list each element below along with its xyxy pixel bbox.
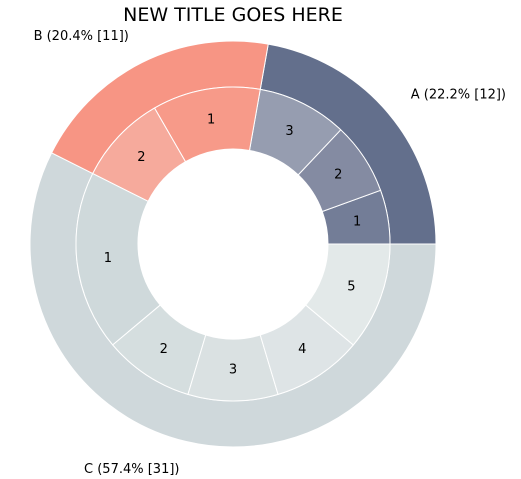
chart-title: NEW TITLE GOES HERE (123, 4, 343, 26)
inner-label-a2: 2 (334, 167, 342, 182)
outer-label-a: A (22.2% [12]) (411, 87, 506, 102)
inner-label-a3: 3 (285, 124, 293, 139)
inner-wedge-c5 (305, 243, 391, 346)
inner-label-b1: 1 (207, 112, 215, 127)
inner-label-c4: 4 (298, 342, 306, 357)
inner-ring (75, 86, 391, 402)
outer-ring (29, 40, 437, 448)
outer-label-b: B (20.4% [11]) (34, 29, 129, 44)
inner-label-c3: 3 (229, 363, 237, 378)
inner-label-a1: 1 (353, 215, 361, 230)
inner-label-c2: 2 (160, 342, 168, 357)
outer-label-c: C (57.4% [31]) (84, 462, 179, 477)
inner-label-c1: 1 (104, 251, 112, 266)
outer-labels: A (22.2% [12]) B (20.4% [11]) C (57.4% [31… (34, 29, 506, 477)
inner-label-c5: 5 (347, 280, 355, 295)
inner-label-b2: 2 (137, 150, 145, 165)
inner-labels: 1 2 3 1 2 1 2 3 4 5 (104, 112, 362, 377)
